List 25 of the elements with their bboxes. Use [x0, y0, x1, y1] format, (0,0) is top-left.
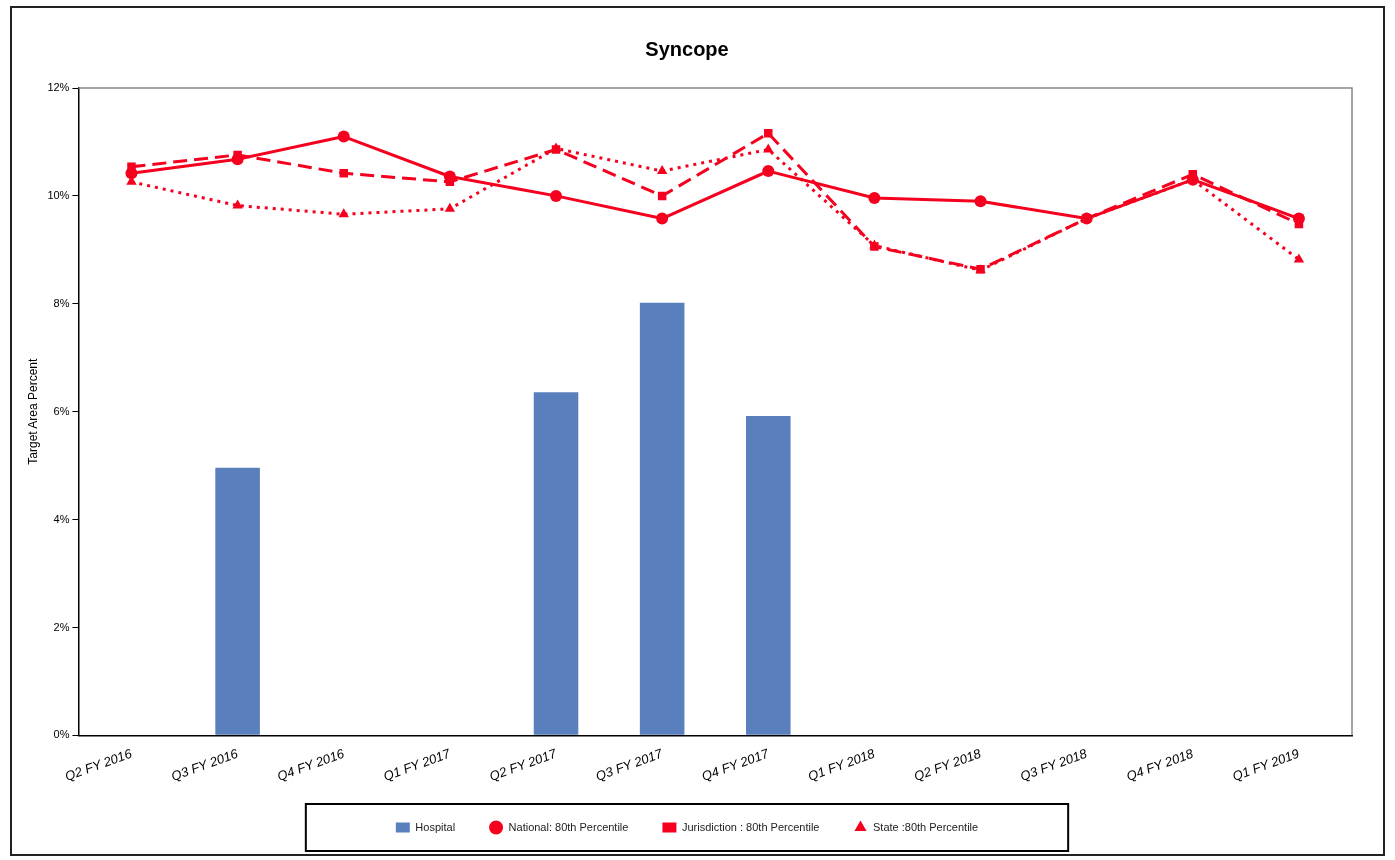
x-tick-label: Q2 FY 2017: [487, 745, 559, 784]
x-tick-label: Q1 FY 2017: [381, 745, 453, 784]
y-tick-label: 2%: [53, 620, 70, 633]
x-tick-label: Q4 FY 2018: [1124, 745, 1196, 784]
y-tick-label: 12%: [47, 81, 70, 94]
y-tick-label: 4%: [53, 512, 70, 525]
y-tick-label: 6%: [53, 404, 70, 417]
legend-label: National: 80th Percentile: [508, 820, 629, 833]
x-tick-label: Q3 FY 2016: [169, 745, 241, 784]
y-tick-label: 0%: [53, 728, 70, 741]
x-tick-label: Q3 FY 2018: [1018, 745, 1090, 784]
y-axis-title: Target Area Percent: [25, 357, 40, 465]
x-tick-label: Q1 FY 2018: [805, 745, 878, 784]
y-tick-label: 10%: [47, 188, 70, 201]
x-tick-label: Q4 FY 2017: [699, 745, 772, 784]
legend-label: Hospital: [415, 820, 456, 833]
chart-title: Syncope: [645, 37, 729, 60]
x-tick-label: Q1 FY 2019: [1230, 745, 1302, 784]
x-tick-label: Q2 FY 2018: [912, 745, 984, 784]
x-tick-label: Q3 FY 2017: [593, 745, 666, 784]
x-tick-label: Q4 FY 2016: [275, 745, 347, 784]
legend-label: Jurisdiction : 80th Percentile: [681, 820, 820, 833]
x-tick-label: Q2 FY 2016: [62, 745, 135, 784]
y-tick-label: 8%: [53, 296, 70, 309]
legend-label: State :80th Percentile: [872, 820, 979, 833]
